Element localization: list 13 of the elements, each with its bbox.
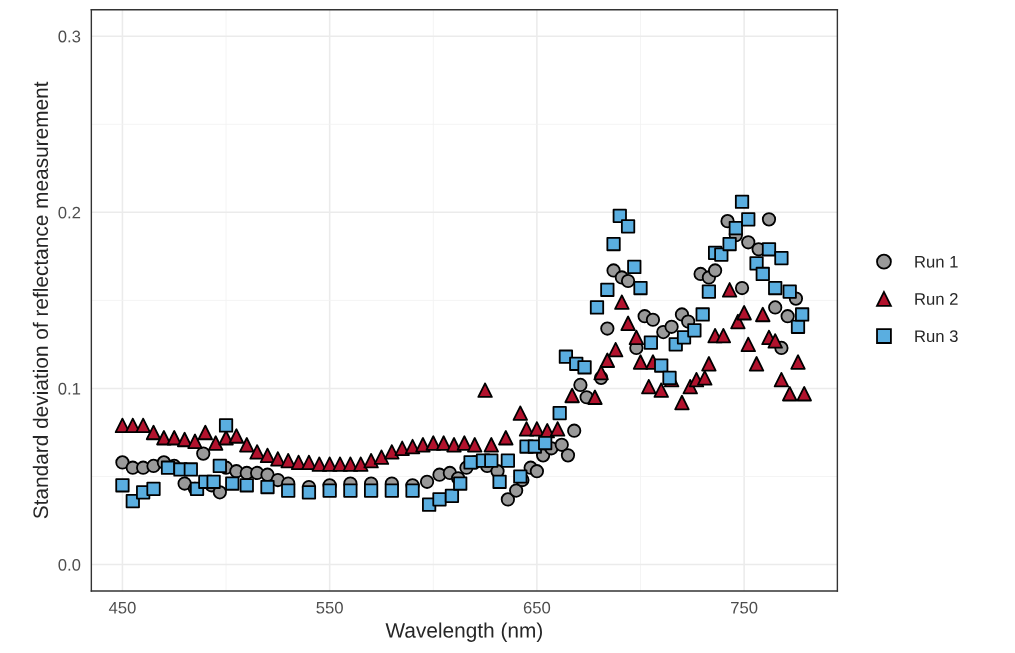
y-tick-label: 0.0	[58, 558, 81, 571]
legend-label: Run 1	[915, 256, 958, 268]
y-tick-label: 0.3	[58, 30, 81, 43]
x-tick-label: 750	[731, 601, 758, 614]
x-axis-title: Wavelength (nm)	[385, 622, 542, 642]
y-axis-title: Standard deviation of reflectance measurement	[32, 81, 49, 519]
x-tick-label: 650	[523, 601, 551, 614]
x-tick-label: 550	[316, 601, 343, 614]
legend-label: Run 3	[915, 330, 958, 343]
legend-label: Run 2	[915, 293, 958, 305]
y-tick-label: 0.2	[58, 206, 81, 219]
x-tick-label: 450	[108, 601, 136, 614]
y-tick-label: 0.1	[58, 382, 81, 395]
